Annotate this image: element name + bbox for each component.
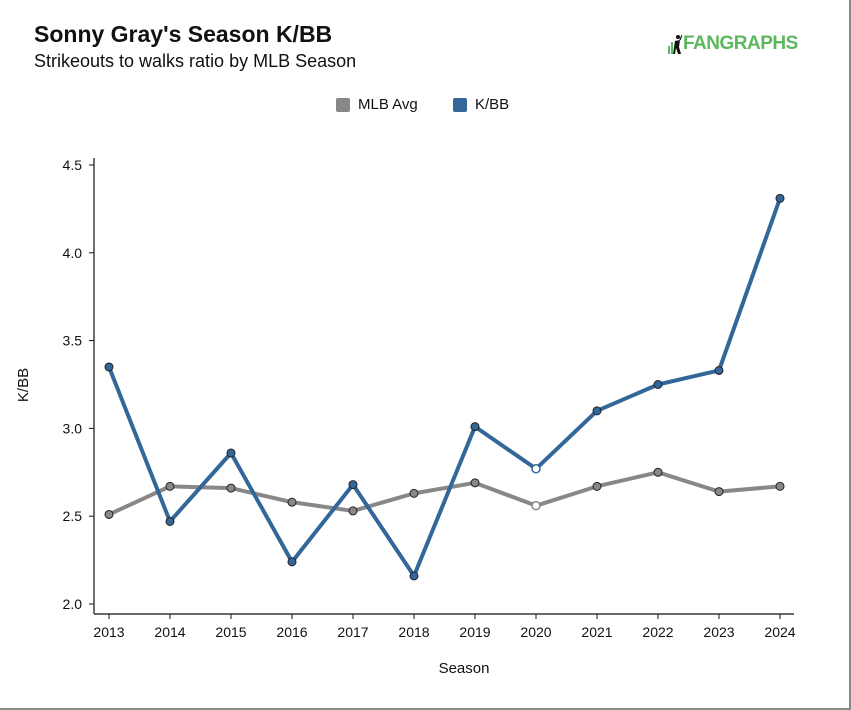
y-tick-label: 3.0 xyxy=(63,420,83,436)
x-tick-label: 2020 xyxy=(520,624,551,640)
fangraphs-batter-icon xyxy=(668,34,682,54)
mlb-avg-point-2023[interactable] xyxy=(714,487,724,497)
y-tick-label: 2.0 xyxy=(63,596,83,612)
kbb-point-2021[interactable] xyxy=(592,406,602,416)
x-tick-label: 2018 xyxy=(398,624,429,640)
x-tick-label: 2024 xyxy=(764,624,795,640)
chart-title: Sonny Gray's Season K/BB xyxy=(34,21,333,47)
x-tick-label: 2014 xyxy=(154,624,185,640)
x-tick-label: 2023 xyxy=(703,624,734,640)
x-tick-label: 2022 xyxy=(642,624,673,640)
mlb-avg-point-2013[interactable] xyxy=(104,509,114,519)
y-tick-label: 2.5 xyxy=(63,508,83,524)
series-line-mlb-avg xyxy=(107,470,782,517)
mlb-avg-point-2017[interactable] xyxy=(348,506,358,516)
chart-subtitle: Strikeouts to walks ratio by MLB Season xyxy=(34,51,357,71)
kbb-point-2022[interactable] xyxy=(653,380,663,389)
logo-text: FANGRAPHS xyxy=(683,33,798,54)
y-axis-title: K/BB xyxy=(15,368,32,402)
fangraphs-logo: FANGRAPHS xyxy=(668,33,798,55)
mlb-avg-point-2020[interactable] xyxy=(531,500,541,511)
x-tick-label: 2021 xyxy=(581,624,612,640)
legend-label-kbb: K/BB xyxy=(475,96,510,113)
axes: 2.0 2.5 3.0 3.5 4.0 4.5 2013 2014 2015 2016 2017 20… xyxy=(15,157,796,677)
mlb-avg-point-2016[interactable] xyxy=(287,497,297,507)
y-tick-label: 4.5 xyxy=(63,157,83,173)
legend-label-mlb-avg: MLB Avg xyxy=(358,96,418,113)
legend-item-kbb[interactable]: K/BB xyxy=(453,96,509,113)
kbb-point-2018[interactable] xyxy=(409,571,419,581)
legend: MLB Avg K/BB xyxy=(0,96,851,118)
y-tick-label: 3.5 xyxy=(63,333,83,349)
x-tick-label: 2017 xyxy=(337,624,368,640)
legend-swatch-kbb xyxy=(453,97,467,112)
y-tick-label: 4.0 xyxy=(63,245,83,261)
mlb-avg-point-2022[interactable] xyxy=(653,467,663,477)
x-tick-label: 2015 xyxy=(215,624,246,640)
legend-swatch-mlb-avg xyxy=(336,97,350,112)
mlb-avg-point-2021[interactable] xyxy=(592,481,602,491)
x-tick-label: 2013 xyxy=(93,624,124,640)
kbb-point-2015[interactable] xyxy=(226,448,236,458)
mlb-avg-point-2015[interactable] xyxy=(226,483,236,493)
kbb-point-2024[interactable] xyxy=(775,193,785,203)
series-mlb-avg xyxy=(104,467,785,519)
kbb-point-2014[interactable] xyxy=(165,516,175,526)
kbb-point-2016[interactable] xyxy=(287,557,297,567)
kbb-point-2020[interactable] xyxy=(531,464,541,474)
mlb-avg-point-2018[interactable] xyxy=(409,488,419,498)
kbb-point-2023[interactable] xyxy=(714,365,724,375)
series-kbb xyxy=(104,193,785,581)
x-axis-title: Season xyxy=(439,660,490,677)
kbb-point-2013[interactable] xyxy=(104,362,114,372)
legend-item-mlb-avg[interactable]: MLB Avg xyxy=(336,96,418,113)
mlb-avg-point-2014[interactable] xyxy=(165,481,175,491)
series-line-kbb xyxy=(107,196,782,578)
x-tick-label: 2016 xyxy=(276,624,307,640)
kbb-point-2017[interactable] xyxy=(348,480,358,490)
kbb-point-2019[interactable] xyxy=(470,422,480,432)
mlb-avg-point-2024[interactable] xyxy=(775,481,785,491)
mlb-avg-point-2019[interactable] xyxy=(470,478,480,488)
x-tick-label: 2019 xyxy=(459,624,490,640)
